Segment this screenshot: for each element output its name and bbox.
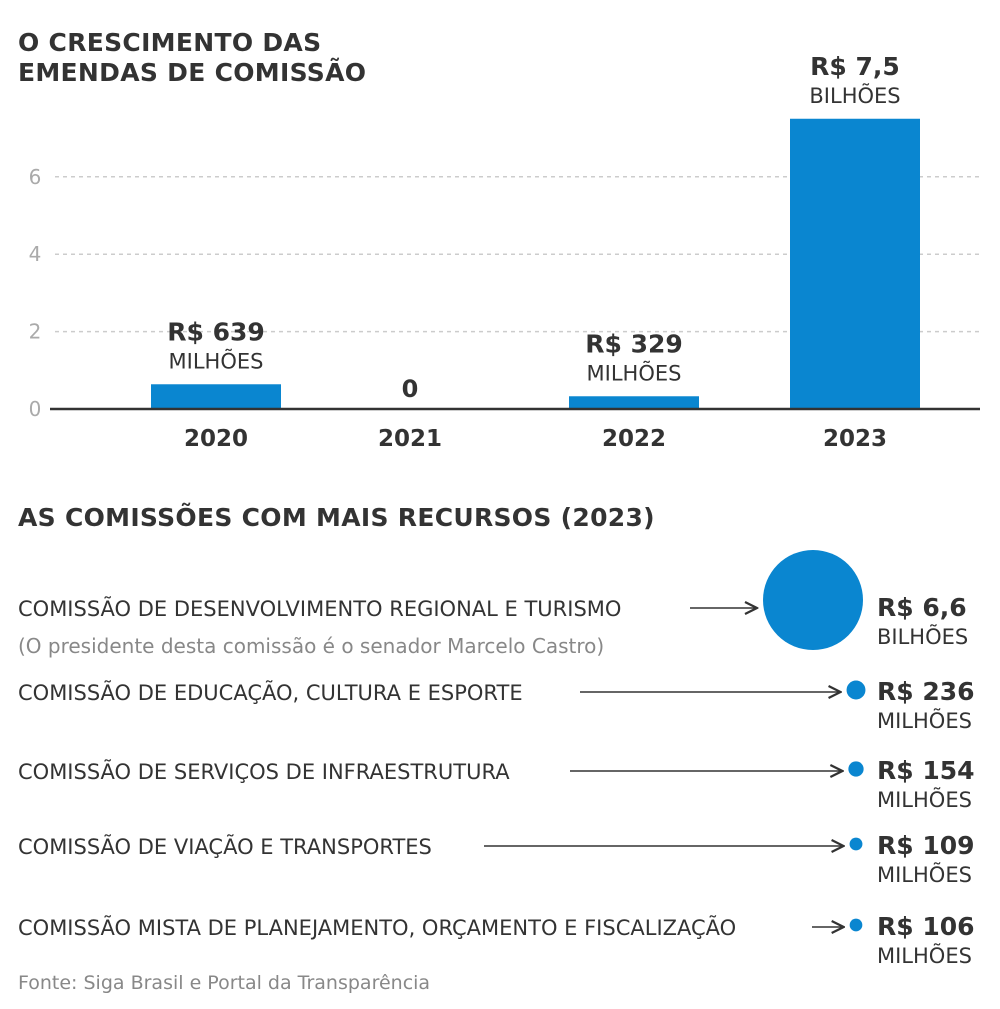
committee-label: COMISSÃO DE SERVIÇOS DE INFRAESTRUTURA: [18, 758, 510, 784]
y-tick-label: 4: [29, 242, 42, 266]
x-tick-label: 2022: [602, 426, 666, 452]
bubble: [846, 680, 866, 700]
bar-chart-title: O CRESCIMENTO DAS EMENDAS DE COMISSÃO: [18, 28, 367, 87]
data-label-value: 0: [402, 375, 419, 403]
y-tick-label: 2: [29, 320, 42, 344]
committee-label: COMISSÃO DE DESENVOLVIMENTO REGIONAL E T…: [18, 595, 621, 621]
data-label-unit: MILHÕES: [169, 347, 264, 373]
committee-label: COMISSÃO DE VIAÇÃO E TRANSPORTES: [18, 833, 432, 859]
x-tick-label: 2021: [378, 426, 442, 452]
bubble: [763, 550, 863, 650]
unit-label: MILHÕES: [877, 861, 972, 887]
value-label: R$ 236: [877, 677, 975, 706]
bubble: [849, 837, 863, 851]
bubble: [848, 761, 864, 777]
x-tick-label: 2023: [823, 426, 887, 452]
data-label-value: R$ 329: [585, 329, 683, 358]
committee-label: COMISSÃO DE EDUCAÇÃO, CULTURA E ESPORTE: [18, 679, 523, 705]
value-label: R$ 106: [877, 912, 975, 941]
bubble: [849, 918, 863, 932]
y-tick-label: 6: [29, 165, 42, 189]
bubble-chart-title: AS COMISSÕES COM MAIS RECURSOS (2023): [18, 503, 655, 532]
bar-2023: [790, 118, 920, 409]
unit-label: BILHÕES: [877, 623, 968, 649]
data-label-value: R$ 639: [167, 317, 265, 346]
source-note: Fonte: Siga Brasil e Portal da Transparê…: [18, 972, 431, 994]
unit-label: MILHÕES: [877, 942, 972, 968]
x-tick-label: 2020: [184, 426, 248, 452]
data-label-unit: BILHÕES: [809, 82, 900, 108]
value-label: R$ 109: [877, 831, 975, 860]
data-label-value: R$ 7,5: [810, 52, 900, 81]
data-label-unit: MILHÕES: [587, 359, 682, 385]
bar-2022: [569, 396, 699, 409]
unit-label: MILHÕES: [877, 786, 972, 812]
value-label: R$ 6,6: [877, 593, 967, 622]
committee-label: COMISSÃO MISTA DE PLANEJAMENTO, ORÇAMENT…: [18, 914, 736, 940]
unit-label: MILHÕES: [877, 707, 972, 733]
committee-note: (O presidente desta comissão é o senador…: [18, 634, 604, 658]
bar-2020: [151, 384, 281, 409]
y-tick-label: 0: [29, 397, 42, 421]
value-label: R$ 154: [877, 756, 975, 785]
